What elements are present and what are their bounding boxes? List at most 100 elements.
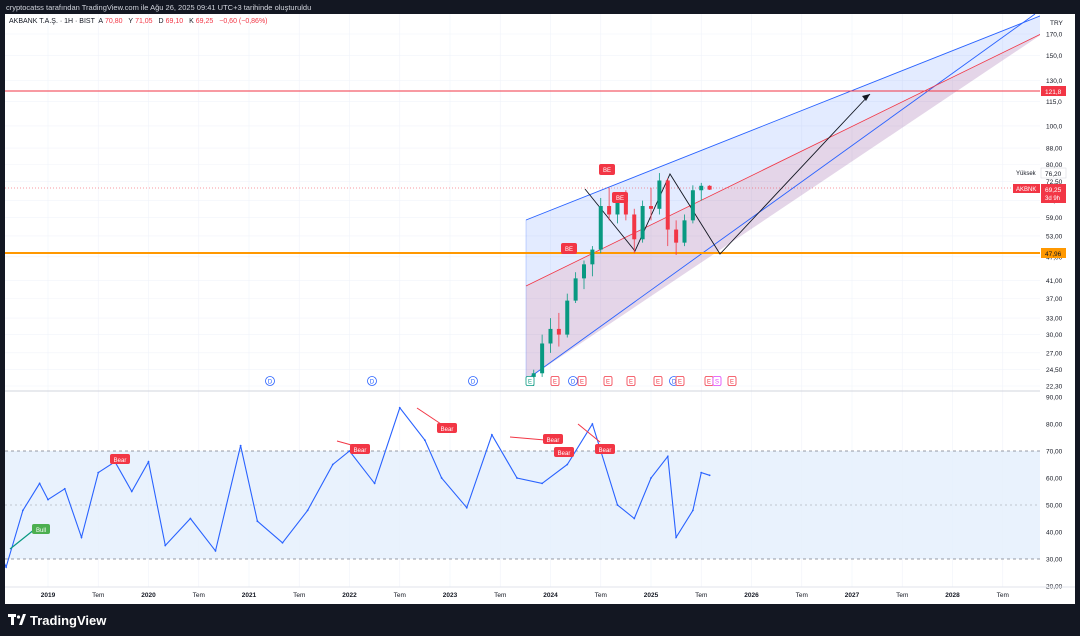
- tradingview-logo-icon: [8, 614, 26, 626]
- rsi-point: [130, 490, 133, 493]
- time-tick-label: 2027: [845, 592, 860, 599]
- svg-text:E: E: [656, 380, 660, 386]
- chart-area[interactable]: BE BE BE Bull Bear: [5, 14, 1075, 604]
- bear-signal[interactable]: Bear: [509, 434, 563, 444]
- rsi-point: [398, 406, 401, 409]
- rsi-point: [306, 509, 309, 512]
- time-tick-label: 2028: [945, 592, 960, 599]
- symbol-name[interactable]: AKBANK T.A.Ş. · 1H · BIST: [9, 18, 95, 25]
- svg-text:E: E: [528, 380, 532, 386]
- price-tick-label: 33,00: [1046, 316, 1063, 323]
- candle-body: [531, 373, 536, 377]
- svg-text:E: E: [707, 380, 711, 386]
- svg-text:121,8: 121,8: [1045, 89, 1062, 96]
- svg-text:E: E: [580, 380, 584, 386]
- rsi-point: [633, 517, 636, 520]
- rsi-point: [708, 474, 711, 477]
- earnings-marker[interactable]: E: [603, 376, 613, 386]
- red-channel-fill: [526, 32, 1045, 380]
- bear-signal[interactable]: Bear: [577, 423, 615, 454]
- time-tick-label: Tem: [796, 592, 808, 599]
- svg-text:BE: BE: [616, 196, 624, 202]
- low-value: 69,10: [165, 18, 184, 25]
- bear-signal[interactable]: Bear: [416, 407, 457, 433]
- earnings-marker[interactable]: E: [550, 376, 560, 386]
- bull-signal[interactable]: Bull: [9, 524, 50, 550]
- svg-text:S: S: [715, 380, 719, 386]
- time-tick-label: Tem: [92, 592, 104, 599]
- dividend-marker[interactable]: D: [568, 376, 578, 386]
- time-tick-label: 2026: [744, 592, 759, 599]
- price-tick-label: 150,0: [1046, 53, 1063, 60]
- time-tick-label: 2024: [543, 592, 558, 599]
- brand-name: TradingView: [30, 612, 107, 628]
- rsi-tick-label: 50,00: [1046, 503, 1063, 510]
- bear-signal[interactable]: Bear: [554, 447, 574, 457]
- earnings-marker[interactable]: E: [525, 376, 535, 386]
- candle-body: [540, 343, 545, 374]
- candle-body: [573, 278, 578, 301]
- price-tick-label: 115,0: [1046, 99, 1062, 106]
- price-tick-label: 59,00: [1046, 215, 1063, 222]
- channel-lower-line: [525, 14, 1036, 381]
- time-tick-label: Tem: [293, 592, 305, 599]
- earnings-marker[interactable]: E: [653, 376, 663, 386]
- be-signal[interactable]: BE: [612, 192, 628, 203]
- price-axis[interactable]: [1040, 14, 1075, 604]
- svg-text:47,96: 47,96: [1045, 251, 1062, 258]
- time-tick-label: 2025: [644, 592, 659, 599]
- candle-body: [657, 180, 662, 209]
- tradingview-brand[interactable]: TradingView: [8, 611, 106, 629]
- svg-text:E: E: [553, 380, 557, 386]
- rsi-point: [700, 471, 703, 474]
- be-signal[interactable]: BE: [561, 243, 577, 254]
- time-tick-label: Tem: [494, 592, 506, 599]
- last-price-tag: AKBNK 69,25 3d 9h: [1013, 184, 1066, 203]
- earnings-marker[interactable]: E: [577, 376, 587, 386]
- price-chart-svg[interactable]: BE BE BE Bull Bear: [5, 14, 1075, 604]
- currency-label: TRY: [1050, 20, 1064, 27]
- bear-signal[interactable]: Bear: [336, 440, 370, 454]
- rsi-point: [38, 482, 41, 485]
- split-marker[interactable]: S: [712, 376, 722, 386]
- dividend-marker[interactable]: D: [265, 376, 275, 386]
- svg-text:D: D: [672, 380, 677, 386]
- time-tick-label: 2019: [41, 592, 56, 599]
- dividend-marker[interactable]: D: [367, 376, 377, 386]
- candle-body: [699, 185, 704, 191]
- rsi-tick-label: 70,00: [1046, 449, 1063, 456]
- earnings-marker[interactable]: E: [704, 376, 714, 386]
- time-tick-label: Tem: [394, 592, 406, 599]
- open-value: 70,80: [105, 18, 123, 25]
- be-signal[interactable]: BE: [599, 164, 615, 175]
- dividend-marker[interactable]: D: [468, 376, 478, 386]
- symbol-legend[interactable]: AKBANK T.A.Ş. · 1H · BIST A 70,80 Y 71,05 …: [9, 18, 268, 25]
- time-tick-label: 2020: [141, 592, 156, 599]
- bear-signal[interactable]: Bear: [110, 454, 130, 464]
- candle-body: [707, 185, 712, 190]
- rsi-point: [189, 517, 192, 520]
- svg-text:3d 9h: 3d 9h: [1045, 196, 1060, 202]
- price-tick-label: 53,00: [1046, 233, 1063, 240]
- rsi-point: [616, 504, 619, 506]
- candle-body: [615, 197, 620, 215]
- earnings-marker[interactable]: E: [626, 376, 636, 386]
- candle-body: [598, 206, 603, 250]
- earnings-marker[interactable]: E: [727, 376, 737, 386]
- time-tick-label: 2021: [242, 592, 257, 599]
- svg-text:AKBNK: AKBNK: [1016, 187, 1036, 193]
- svg-text:Bull: Bull: [36, 528, 46, 534]
- open-label: A: [98, 18, 104, 25]
- price-tick-label: 130,0: [1046, 78, 1063, 85]
- rsi-point: [21, 509, 24, 512]
- price-tick-label: 22,30: [1046, 384, 1063, 391]
- price-tick-label: 88,00: [1046, 146, 1063, 153]
- rsi-point: [666, 455, 669, 458]
- earnings-marker[interactable]: E: [675, 376, 685, 386]
- svg-text:D: D: [571, 380, 576, 386]
- rsi-point: [348, 450, 351, 452]
- rsi-tick-label: 60,00: [1046, 476, 1063, 483]
- candle-body: [582, 264, 586, 279]
- price-tick-label: 80,00: [1046, 162, 1063, 169]
- candle-body: [640, 206, 645, 240]
